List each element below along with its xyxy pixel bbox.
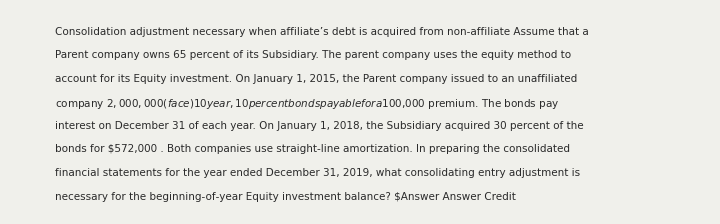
Text: company $2,000,000 (face) 10 year, 10 percent bonds payable for a $100,000 premi: company $2,000,000 (face) 10 year, 10 pe… (55, 97, 559, 112)
Text: financial statements for the year ended December 31, 2019, what consolidating en: financial statements for the year ended … (55, 168, 580, 178)
Text: Consolidation adjustment necessary when affiliate’s debt is acquired from non‐af: Consolidation adjustment necessary when … (55, 27, 589, 37)
Text: interest on December 31 of each year. On January 1, 2018, the Subsidiary acquire: interest on December 31 of each year. On… (55, 121, 584, 131)
Text: necessary for the beginning‐of‐year Equity investment balance? $Answer Answer Cr: necessary for the beginning‐of‐year Equi… (55, 192, 516, 202)
Text: bonds for $572,000 . Both companies use straight‐line amortization. In preparing: bonds for $572,000 . Both companies use … (55, 144, 570, 155)
Text: Parent company owns 65 percent of its Subsidiary. The parent company uses the eq: Parent company owns 65 percent of its Su… (55, 50, 572, 60)
Text: account for its Equity investment. On January 1, 2015, the Parent company issued: account for its Equity investment. On Ja… (55, 74, 577, 84)
